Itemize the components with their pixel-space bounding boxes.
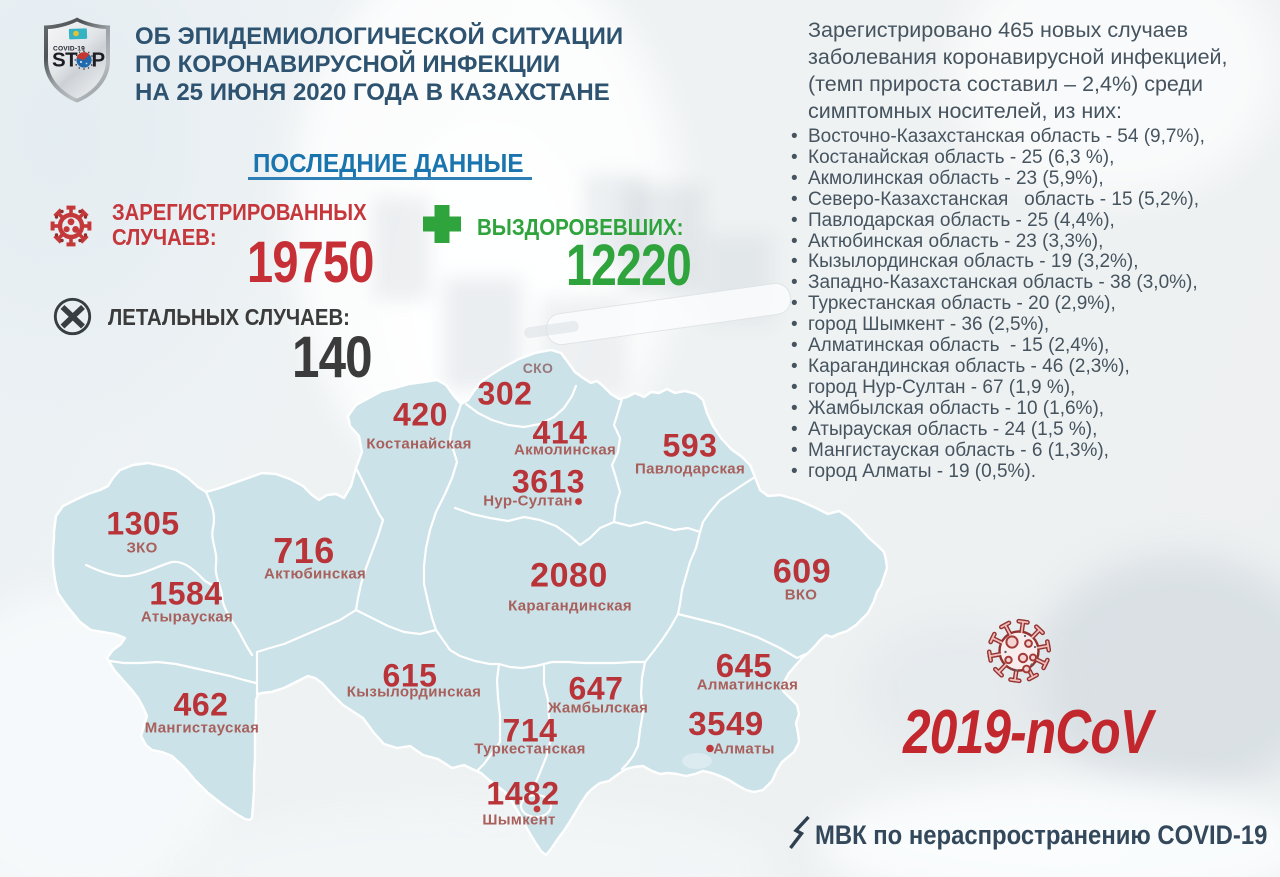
svg-text:ST: ST: [52, 49, 78, 72]
svg-text:P: P: [92, 49, 106, 72]
svg-text:COVID-19: COVID-19: [53, 46, 85, 53]
